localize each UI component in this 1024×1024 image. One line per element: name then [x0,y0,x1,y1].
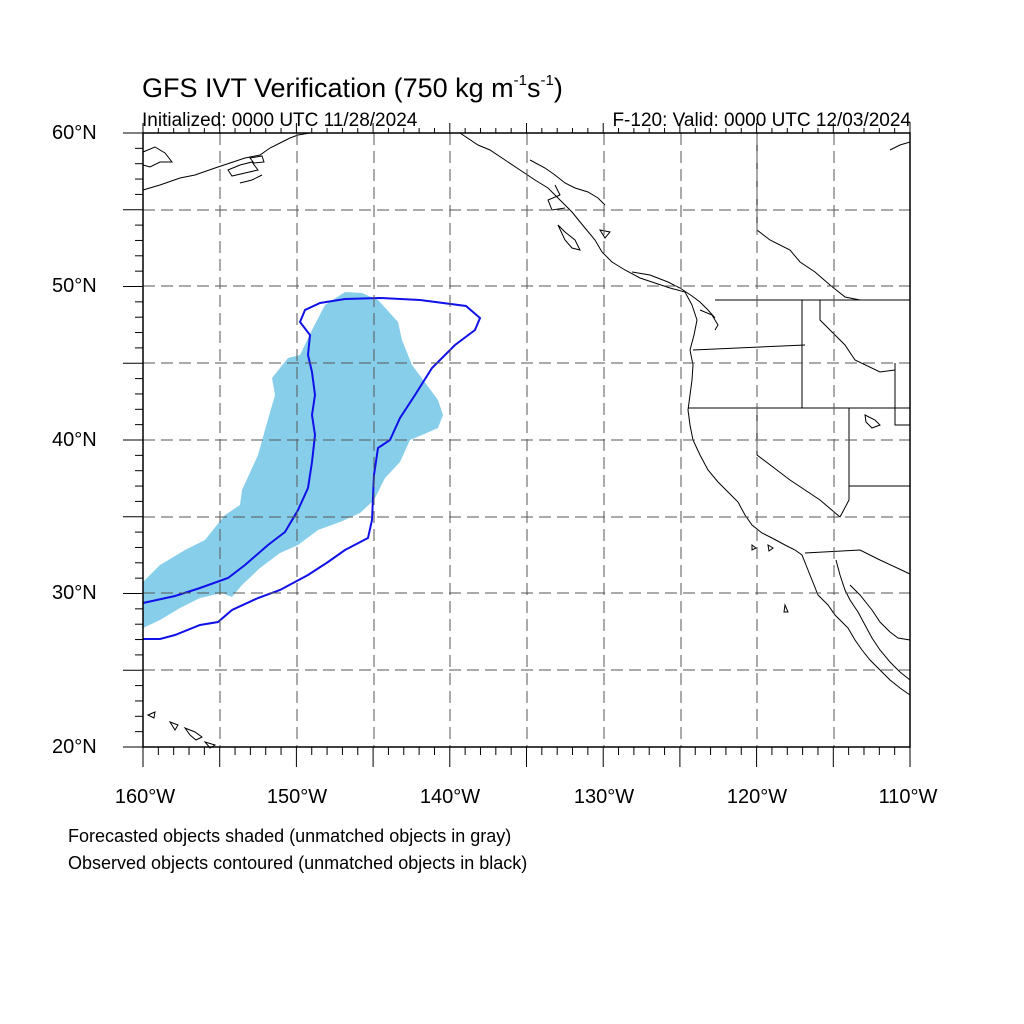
lon-label-160w: 160°W [114,786,176,808]
axis-ticks [123,123,911,767]
borders [688,133,911,575]
lat-label-40: 40°N [52,429,97,451]
forecast-note: Forecasted objects shaded (unmatched obj… [68,826,512,846]
lat-label-50: 50°N [52,275,97,297]
observed-object-contour [142,296,482,640]
lat-label-20: 20°N [52,736,97,758]
lat-label-60: 60°N [52,122,97,144]
lon-label-140w: 140°W [419,786,481,808]
grid-lines [143,133,910,747]
observed-note: Observed objects contoured (unmatched ob… [68,853,528,873]
lon-label-150w: 150°W [266,786,328,808]
lon-label-110w: 110°W [878,786,938,808]
init-time-label: Initialized: 0000 UTC 11/28/2024 [142,110,418,131]
coastlines [142,132,911,749]
lon-label-130w: 130°W [573,786,635,808]
lat-label-30: 30°N [52,582,97,604]
lon-label-120w: 120°W [726,786,788,808]
forecast-object [143,292,443,628]
valid-time-label: F-120: Valid: 0000 UTC 12/03/2024 [612,110,911,131]
chart-title: GFS IVT Verification (750 kg m-1s-1) [142,72,563,103]
